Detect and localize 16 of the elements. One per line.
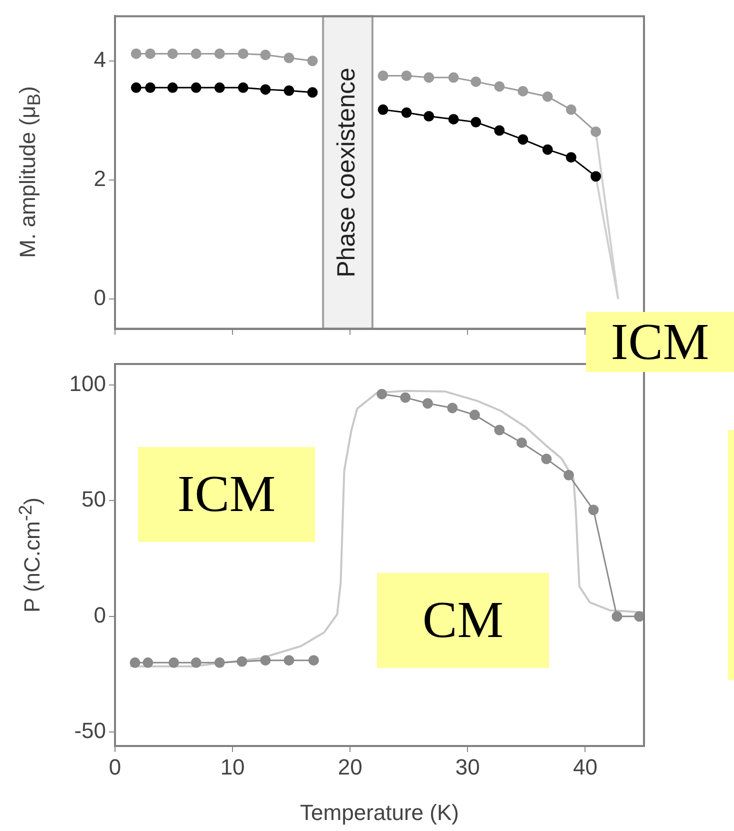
y-tick-label: 4 xyxy=(94,46,106,72)
y-tick-label: 100 xyxy=(69,370,106,396)
y-tick-label: 0 xyxy=(94,602,106,628)
x-tick-label: 10 xyxy=(220,754,245,780)
annotation: CM xyxy=(377,573,549,668)
y-tick-label: -50 xyxy=(74,718,106,744)
x-axis-title: Temperature (K) xyxy=(300,800,459,825)
y-tick-label: 2 xyxy=(94,166,106,192)
x-tick-label: 20 xyxy=(338,754,362,780)
annotation: ICM xyxy=(138,447,315,542)
x-tick-label: 40 xyxy=(572,754,598,780)
annotation: ICM xyxy=(586,312,734,372)
y-tick-label: 50 xyxy=(82,486,106,512)
y-tick-label: 0 xyxy=(94,285,106,310)
band-label: Phase coexistence xyxy=(332,68,361,278)
x-tick-label: 30 xyxy=(455,754,480,780)
